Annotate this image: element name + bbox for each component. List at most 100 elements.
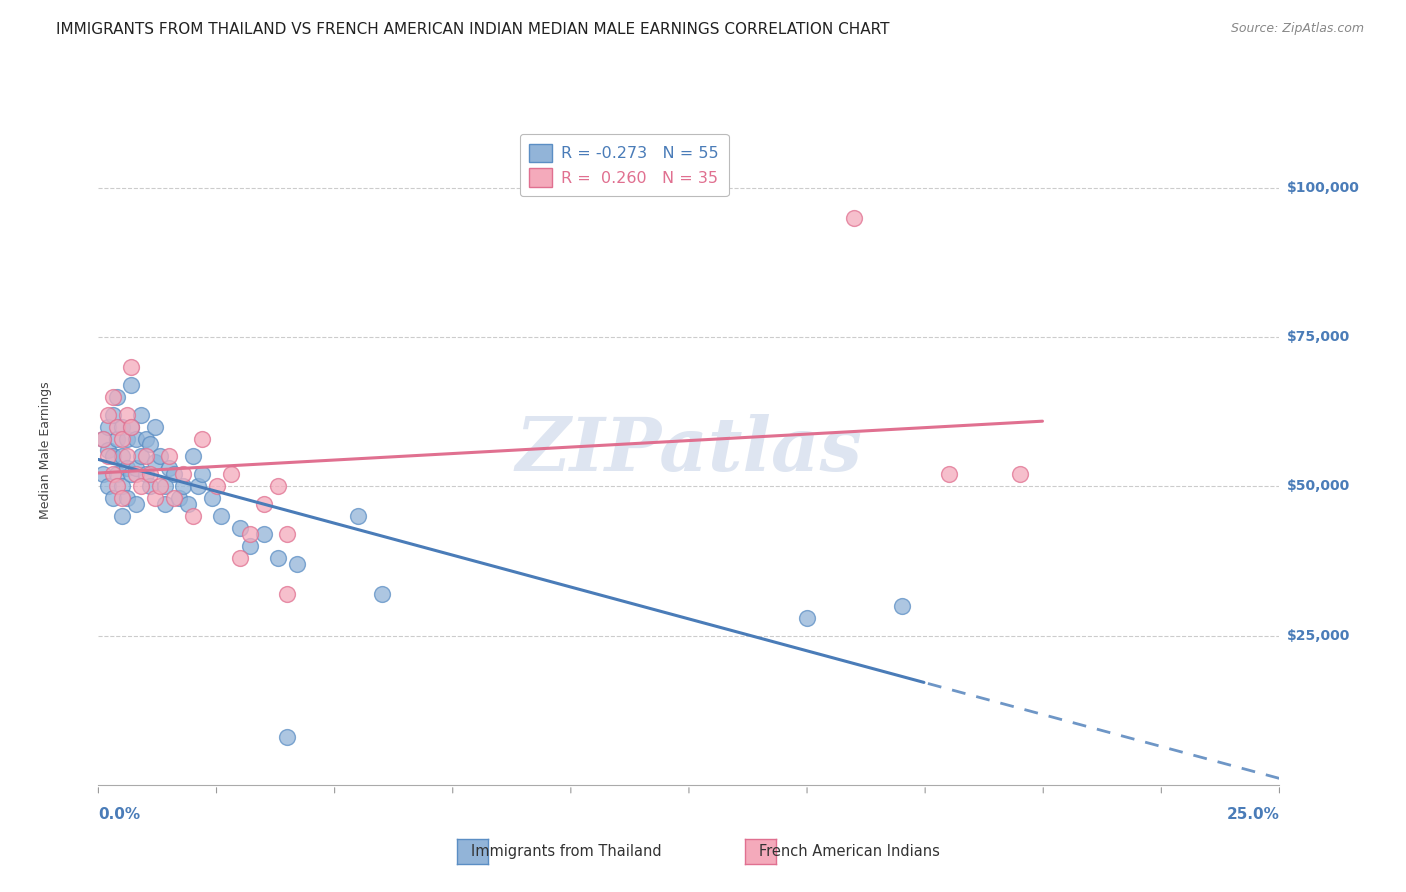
Point — [796, 610, 818, 624]
Point — [177, 497, 200, 511]
Point — [181, 450, 204, 464]
Point — [167, 491, 190, 506]
Point — [135, 450, 157, 464]
Point — [139, 437, 162, 451]
Point — [157, 450, 180, 464]
Point — [91, 467, 114, 482]
Text: $25,000: $25,000 — [1286, 629, 1350, 642]
Point — [101, 408, 124, 422]
Point — [276, 730, 298, 744]
Point — [91, 432, 114, 446]
Text: Median Male Earnings: Median Male Earnings — [39, 382, 52, 519]
Point — [111, 432, 134, 446]
Point — [135, 432, 157, 446]
Point — [276, 527, 298, 541]
Point — [121, 377, 143, 392]
Point — [97, 443, 120, 458]
Point — [844, 211, 866, 225]
Point — [125, 467, 148, 482]
Point — [153, 497, 176, 511]
Point — [139, 479, 162, 493]
Point — [105, 479, 128, 493]
Point — [101, 450, 124, 464]
Point — [101, 491, 124, 506]
Point — [267, 479, 290, 493]
Text: ZIPatlas: ZIPatlas — [516, 414, 862, 487]
Point — [105, 432, 128, 446]
Legend: R = -0.273   N = 55, R =  0.260   N = 35: R = -0.273 N = 55, R = 0.260 N = 35 — [520, 134, 728, 196]
Point — [371, 587, 394, 601]
Point — [105, 467, 128, 482]
Text: $75,000: $75,000 — [1286, 330, 1350, 344]
Point — [239, 539, 262, 553]
Point — [115, 461, 138, 475]
Text: French American Indians: French American Indians — [759, 845, 941, 859]
Point — [285, 557, 308, 571]
Point — [172, 479, 194, 493]
Point — [91, 432, 114, 446]
Point — [125, 432, 148, 446]
Point — [135, 467, 157, 482]
Point — [163, 491, 186, 506]
Point — [347, 509, 370, 524]
Point — [115, 408, 138, 422]
Point — [139, 467, 162, 482]
Point — [97, 408, 120, 422]
Point — [253, 527, 276, 541]
Point — [101, 390, 124, 404]
Point — [229, 521, 252, 535]
Point — [276, 587, 298, 601]
Text: 25.0%: 25.0% — [1226, 807, 1279, 822]
Point — [149, 450, 172, 464]
Point — [121, 419, 143, 434]
Point — [97, 450, 120, 464]
Point — [201, 491, 224, 506]
Point — [219, 467, 242, 482]
Point — [115, 432, 138, 446]
Point — [938, 467, 960, 482]
Point — [267, 551, 290, 566]
Point — [115, 450, 138, 464]
Point — [125, 497, 148, 511]
Text: IMMIGRANTS FROM THAILAND VS FRENCH AMERICAN INDIAN MEDIAN MALE EARNINGS CORRELAT: IMMIGRANTS FROM THAILAND VS FRENCH AMERI… — [56, 22, 890, 37]
Point — [143, 455, 166, 469]
Point — [129, 450, 152, 464]
Point — [157, 461, 180, 475]
Point — [153, 479, 176, 493]
Point — [181, 509, 204, 524]
Point — [121, 359, 143, 374]
Point — [121, 467, 143, 482]
Point — [187, 479, 209, 493]
Point — [101, 467, 124, 482]
Point — [163, 467, 186, 482]
Point — [129, 479, 152, 493]
Point — [111, 479, 134, 493]
Point — [121, 419, 143, 434]
Point — [253, 497, 276, 511]
Point — [111, 509, 134, 524]
Point — [115, 491, 138, 506]
Point — [129, 408, 152, 422]
Text: $50,000: $50,000 — [1286, 479, 1350, 493]
Point — [191, 467, 214, 482]
Point — [105, 419, 128, 434]
Point — [149, 479, 172, 493]
Text: Immigrants from Thailand: Immigrants from Thailand — [471, 845, 662, 859]
Point — [143, 491, 166, 506]
Text: $100,000: $100,000 — [1286, 181, 1360, 194]
Point — [105, 390, 128, 404]
Point — [143, 419, 166, 434]
Text: Source: ZipAtlas.com: Source: ZipAtlas.com — [1230, 22, 1364, 36]
Point — [890, 599, 912, 613]
Point — [205, 479, 228, 493]
Point — [111, 419, 134, 434]
Point — [111, 491, 134, 506]
Point — [229, 551, 252, 566]
Point — [172, 467, 194, 482]
Point — [1008, 467, 1031, 482]
Point — [239, 527, 262, 541]
Point — [97, 479, 120, 493]
Point — [111, 450, 134, 464]
Point — [97, 419, 120, 434]
Point — [209, 509, 232, 524]
